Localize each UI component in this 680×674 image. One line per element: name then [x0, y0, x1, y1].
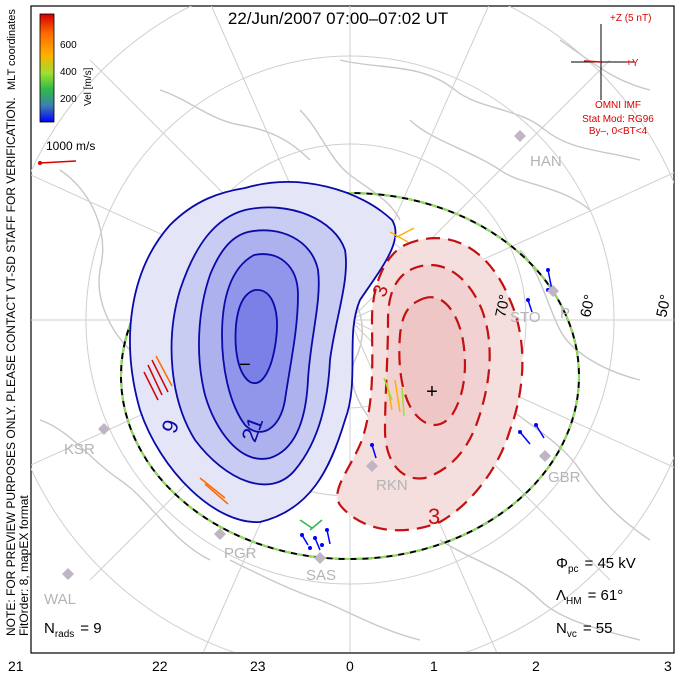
- mlt-tick-3: 3: [664, 658, 672, 674]
- imf-y-label: +Y: [626, 58, 639, 69]
- site-label-pgr: PGR: [224, 545, 257, 562]
- site-label-sto: STO: [510, 309, 541, 326]
- svg-text:Nrads= 9: Nrads = 9: [44, 620, 102, 640]
- svg-text:ΛHM= 61°: ΛHM = 61°: [556, 587, 623, 607]
- velocity-vectors: [143, 227, 553, 551]
- coordinate-system-label: MLT coordinates: [6, 9, 18, 90]
- radar-site-markers: [62, 130, 559, 580]
- imf-source: OMNI IMF: [595, 100, 641, 111]
- potential-maximum-marker: +: [426, 381, 438, 403]
- mlt-tick-21: 21: [8, 658, 24, 674]
- mlt-axis: 21 22 23 0 1 2 3: [8, 652, 674, 674]
- mlt-tick-0: 0: [346, 658, 354, 674]
- map-title: 22/Jun/2007 07:00–07:02 UT: [228, 9, 448, 28]
- preview-note: NOTE: FOR PREVIEW PURPOSES ONLY. PLEASE …: [4, 97, 18, 636]
- mlt-tick-22: 22: [152, 658, 168, 674]
- svg-text:Φpc= 45 kV: Φpc = 45 kV: [556, 555, 636, 575]
- site-label-han: HAN: [530, 153, 562, 170]
- site-label-sas: SAS: [306, 567, 336, 584]
- stat-n-vc: Nvc = 55: [556, 620, 612, 640]
- latitude-label-70: 70°: [492, 293, 513, 319]
- imf-z-label: +Z (5 nT): [610, 13, 651, 24]
- mlt-tick-2: 2: [532, 658, 540, 674]
- reference-vector-label: 1000 m/s: [46, 139, 95, 153]
- site-label-gbr: GBR: [548, 469, 581, 486]
- site-label-p: P: [560, 305, 570, 322]
- svg-text:Nvc= 55: Nvc = 55: [556, 620, 612, 640]
- stat-lambda-hm: ΛHM = 61°: [556, 587, 623, 607]
- negative-cell: [129, 181, 397, 523]
- imf-dial: [571, 24, 634, 100]
- reference-vector-dot: [38, 161, 42, 165]
- mlt-tick-23: 23: [250, 658, 266, 674]
- mlt-tick-1: 1: [430, 658, 438, 674]
- fit-order-note: FitOrder: 8, mapEX format: [17, 495, 31, 636]
- stat-n-rads: Nrads = 9: [44, 620, 102, 640]
- reference-vector-arrow: [39, 160, 77, 164]
- site-label-ksr: KSR: [64, 441, 95, 458]
- site-label-rkn: RKN: [376, 477, 408, 494]
- latitude-label-50: 50°: [653, 293, 674, 319]
- imf-model: Stat Mod: RG96: [582, 114, 654, 125]
- colorbar-tick-600: 600: [60, 40, 77, 51]
- stat-phi-pc: Φpc = 45 kV: [556, 555, 636, 575]
- contour-label-pos-3-bottom: 3: [428, 504, 440, 529]
- imf-condition: By–, 0<BT<4: [589, 126, 648, 137]
- colorbar-label: Vel [m/s]: [83, 67, 94, 106]
- positive-cell: [336, 236, 524, 532]
- colorbar-tick-200: 200: [60, 94, 77, 105]
- velocity-colorbar: [39, 13, 55, 123]
- potential-minimum-marker: −: [239, 354, 251, 376]
- site-label-wal: WAL: [44, 591, 76, 608]
- latitude-label-60: 60°: [577, 293, 598, 319]
- colorbar-tick-400: 400: [60, 67, 77, 78]
